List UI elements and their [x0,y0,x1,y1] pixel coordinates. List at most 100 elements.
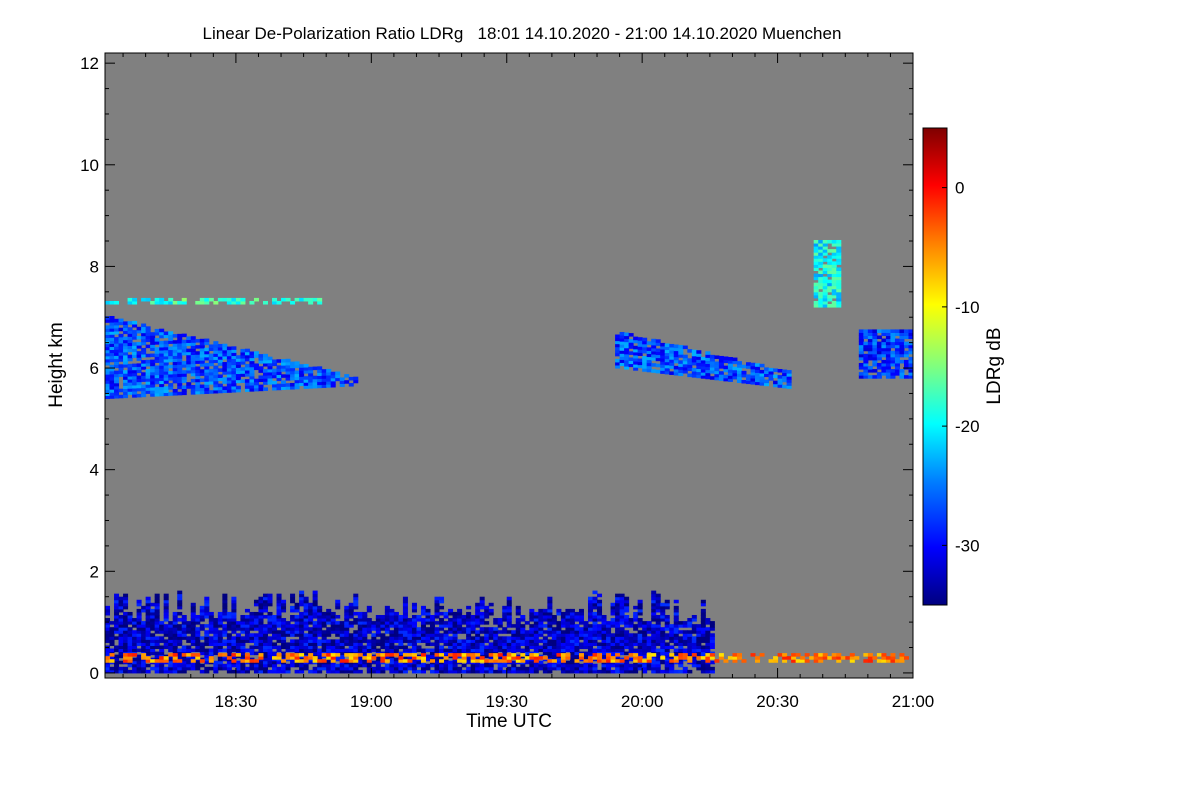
ldr-cell [105,608,111,613]
ldr-cell [813,243,819,247]
ldr-cell [226,377,232,381]
ldr-cell [642,659,648,663]
ldr-cell [655,630,661,634]
ldr-cell [452,633,458,637]
ldr-cell [587,651,594,656]
colorbar-tick-label: 0 [955,179,964,198]
ldr-cell [285,663,291,668]
ldr-cell [488,669,494,674]
ldr-cell [168,349,174,354]
ldr-cell [127,388,133,392]
ldr-cell [714,376,720,381]
ldr-cell [141,387,147,392]
ldr-cell [181,630,187,634]
ldr-cell [231,385,237,390]
ldr-cell [195,381,201,386]
ldr-cell [258,624,264,628]
ldr-cell [181,391,187,396]
ldr-cell [204,624,210,628]
ldr-cell [141,666,147,671]
ldr-cell [177,343,183,347]
ldr-cell [791,659,797,663]
ldr-cell [831,267,837,271]
ldr-cell [831,255,837,259]
ldr-cell [267,636,273,640]
ldr-cell [168,331,174,335]
ldr-cell [326,384,332,388]
ldr-cell [384,614,390,619]
ldr-cell [439,639,445,643]
ldr-cell [226,639,232,643]
ldr-cell [786,376,792,380]
ldr-cell [348,605,354,610]
ldr-cell [118,602,124,607]
ldr-cell [913,363,918,367]
ldr-cell [362,611,368,616]
colorbar [922,127,948,606]
ldr-cell [565,648,571,653]
ldr-cell [123,636,129,640]
ldr-cell [308,653,314,657]
ldr-cell [407,653,413,657]
ldr-cell [542,663,548,668]
ldr-cell [637,636,643,640]
ldr-cell [177,663,183,668]
ldr-cell [755,366,761,370]
ldr-cell [141,332,147,337]
ldr-cell [452,636,458,640]
ldr-cell [822,252,828,256]
ldr-cell [222,355,228,360]
ldr-cell [624,356,630,361]
ldr-cell [515,669,521,674]
ldr-cell [231,300,237,305]
ldr-cell [123,327,129,332]
ldr-cell [615,599,621,604]
ldr-cell [791,656,797,660]
ldr-cell [177,669,183,674]
ldr-cell [303,611,309,616]
ldr-cell [285,367,291,372]
ldr-cell [141,636,147,640]
ldr-cell [854,656,860,660]
ldr-cell [335,653,341,657]
ldr-cell [222,624,228,628]
ldr-cell [375,642,381,646]
ldr-cell [420,666,426,671]
ldr-cell [109,659,115,663]
ldr-cell [190,618,196,622]
ldr-cell [705,642,711,646]
ldr-cell [439,624,445,628]
ldr-cell [330,377,336,382]
ldr-cell [389,653,395,657]
ldr-cell [664,645,670,650]
ldr-cell [709,669,715,674]
ldr-cell [389,614,395,619]
ldr-cell [366,645,372,650]
ldr-cell [172,349,178,353]
ldr-cell [705,639,711,643]
ldr-cell [624,605,630,610]
ldr-cell [831,300,837,305]
ldr-cell [258,656,264,660]
ldr-cell [159,380,165,385]
ldr-cell [276,599,282,604]
ldr-cell [150,344,156,348]
ldr-cell [610,669,616,674]
ldr-cell [308,630,314,634]
ldr-cell [231,352,237,356]
ldr-cell [154,371,160,376]
ldr-cell [213,359,219,363]
ldr-cell [366,608,372,613]
ldr-cell [262,375,269,379]
ldr-cell [475,624,481,628]
ldr-cell [615,642,621,646]
ldr-cell [208,651,214,656]
ldr-cell [335,630,341,634]
ldr-cell [497,636,503,640]
ldr-cell [177,333,183,338]
ldr-cell [615,593,621,598]
ldr-cell [705,366,711,371]
ldr-cell [705,369,711,374]
ldr-cell [177,666,183,671]
ldr-cell [195,390,201,395]
